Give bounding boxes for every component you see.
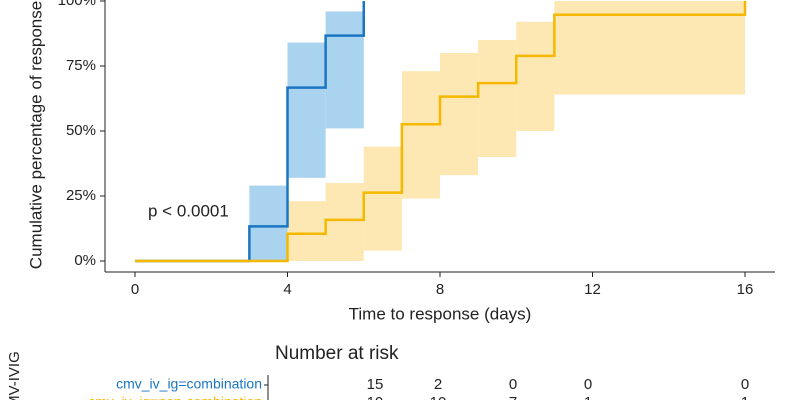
risk-table-title: Number at risk (275, 343, 399, 364)
confidence-band (516, 21, 555, 131)
bands (249, 1, 745, 261)
risk-count: 15 (367, 376, 384, 393)
risk-row-label: cmv_iv_ig=combination (116, 376, 262, 392)
risk-count: 7 (509, 394, 517, 400)
confidence-band (363, 146, 402, 251)
confidence-band (325, 183, 364, 261)
y-tick-label: 100% (58, 0, 96, 9)
confidence-band (325, 11, 364, 129)
confidence-band (287, 201, 326, 261)
y-tick-label: 25% (66, 187, 96, 204)
step-line (135, 1, 365, 263)
strata-label: CMV-IVIG (6, 351, 23, 400)
confidence-band (440, 53, 479, 176)
y-tick-label: 0% (74, 252, 96, 269)
y-tick-label: 50% (66, 122, 96, 139)
risk-count: 2 (434, 376, 442, 393)
lines (135, 1, 747, 263)
step-line (135, 1, 747, 263)
risk-count: 1 (741, 394, 749, 400)
risk-count: 0 (741, 376, 749, 393)
x-tick-label: 16 (737, 281, 754, 298)
risk-count: 1 (584, 394, 592, 400)
x-tick-label: 8 (436, 281, 444, 298)
p-value: p < 0.0001 (148, 201, 229, 220)
confidence-band (287, 42, 326, 178)
x-tick-label: 4 (283, 281, 291, 298)
x-tick-label: 0 (131, 281, 139, 298)
x-axis-label: Time to response (days) (349, 304, 532, 323)
risk-count: 0 (584, 376, 592, 393)
risk-count: 0 (509, 376, 517, 393)
y-tick-label: 75% (66, 57, 96, 74)
y-axis-label: Cumulative percentage of response (26, 1, 45, 269)
confidence-band (554, 1, 745, 95)
risk-row-label: cmv_iv_ig=non-combination (88, 394, 262, 400)
risk-count: 10 (430, 394, 447, 400)
x-tick-label: 12 (584, 281, 601, 298)
confidence-band (401, 71, 440, 199)
confidence-band (478, 40, 517, 157)
confidence-band (249, 185, 288, 261)
risk-count: 19 (367, 394, 384, 400)
